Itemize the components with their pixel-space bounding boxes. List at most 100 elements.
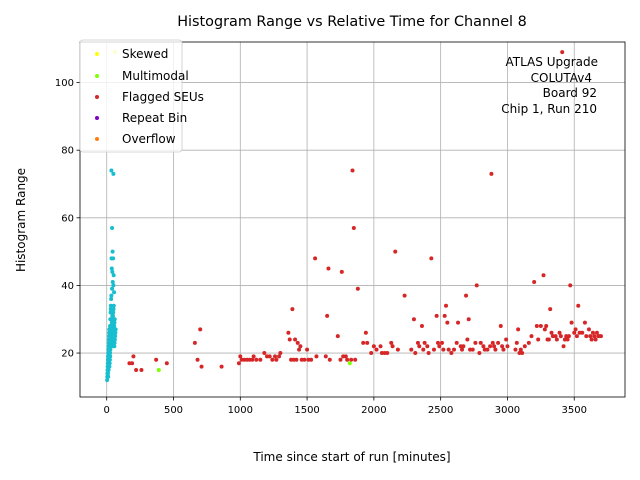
data-point-flagged-seus — [270, 357, 275, 362]
data-point-flagged-seus — [429, 256, 434, 261]
data-point-flagged-seus — [305, 347, 310, 352]
data-point-flagged-seus — [365, 340, 370, 345]
data-point-flagged-seus — [514, 340, 519, 345]
data-point-flagged-seus — [402, 293, 407, 298]
data-point-flagged-seus — [441, 347, 446, 352]
data-point-flagged-seus — [431, 347, 436, 352]
legend-label-multimodal: Multimodal — [122, 69, 189, 83]
data-point-flagged-seus — [500, 344, 505, 349]
data-point-flagged-seus — [385, 351, 390, 356]
data-point-flagged-seus — [526, 340, 531, 345]
data-point-normal — [108, 347, 113, 352]
data-point-normal — [110, 249, 115, 254]
data-point-flagged-seus — [199, 364, 204, 369]
data-point-flagged-seus — [355, 286, 360, 291]
data-point-flagged-seus — [493, 347, 498, 352]
data-point-normal — [112, 337, 117, 342]
data-point-flagged-seus — [437, 344, 442, 349]
data-point-flagged-seus — [594, 330, 599, 335]
data-point-flagged-seus — [561, 344, 566, 349]
data-point-flagged-seus — [465, 337, 470, 342]
data-point-multimodal — [156, 367, 161, 372]
data-point-flagged-seus — [238, 354, 243, 359]
legend-marker-skewed — [95, 52, 99, 56]
data-point-normal — [112, 344, 117, 349]
data-point-flagged-seus — [582, 320, 587, 325]
data-point-flagged-seus — [286, 330, 291, 335]
data-point-flagged-seus — [572, 330, 577, 335]
data-point-normal — [113, 327, 118, 332]
data-point-flagged-seus — [309, 357, 314, 362]
data-point-flagged-seus — [584, 334, 589, 339]
data-point-flagged-seus — [489, 171, 494, 176]
data-point-flagged-seus — [548, 307, 553, 312]
data-point-flagged-seus — [350, 168, 355, 173]
data-point-flagged-seus — [541, 273, 546, 278]
data-point-flagged-seus — [588, 334, 593, 339]
data-point-flagged-seus — [338, 357, 343, 362]
data-point-flagged-seus — [277, 354, 282, 359]
data-point-flagged-seus — [345, 357, 350, 362]
data-point-normal — [108, 351, 113, 356]
data-point-normal — [106, 367, 111, 372]
data-point-normal — [110, 280, 115, 285]
x-tick-label: 2500 — [428, 405, 453, 416]
data-point-flagged-seus — [393, 249, 398, 254]
data-point-normal — [111, 307, 116, 312]
data-point-flagged-seus — [560, 50, 565, 55]
data-point-flagged-seus — [417, 344, 422, 349]
data-point-normal — [109, 293, 114, 298]
annotation-line: Chip 1, Run 210 — [501, 102, 597, 116]
data-point-flagged-seus — [130, 361, 135, 366]
data-point-normal — [111, 256, 116, 261]
data-point-normal — [108, 307, 113, 312]
data-point-normal — [113, 330, 118, 335]
data-point-flagged-seus — [434, 313, 439, 318]
data-point-flagged-seus — [444, 303, 449, 308]
data-point-flagged-seus — [134, 367, 139, 372]
data-point-flagged-seus — [445, 320, 450, 325]
data-point-flagged-seus — [534, 324, 539, 328]
data-point-flagged-seus — [335, 334, 340, 339]
plot-area-frame — [79, 41, 626, 398]
data-point-flagged-seus — [339, 269, 344, 274]
data-point-flagged-seus — [351, 225, 356, 230]
data-point-normal — [110, 269, 115, 274]
data-point-flagged-seus — [532, 280, 537, 285]
data-point-flagged-seus — [598, 334, 603, 339]
legend-label-flagged-seus: Flagged SEUs — [122, 90, 204, 104]
x-tick-label: 1500 — [294, 405, 319, 416]
data-point-flagged-seus — [139, 367, 144, 372]
data-point-flagged-seus — [576, 303, 581, 308]
data-point-flagged-seus — [518, 347, 523, 352]
annotation-line: ATLAS Upgrade — [505, 55, 598, 69]
data-point-normal — [105, 378, 110, 383]
data-point-flagged-seus — [516, 327, 521, 332]
data-point-flagged-seus — [592, 334, 597, 339]
data-point-flagged-seus — [374, 347, 379, 352]
data-point-flagged-seus — [554, 337, 559, 342]
y-tick-label: 60 — [61, 213, 74, 224]
data-point-flagged-seus — [274, 357, 279, 362]
data-point-flagged-seus — [452, 347, 457, 352]
data-point-flagged-seus — [198, 327, 203, 332]
data-point-flagged-seus — [546, 337, 551, 342]
data-point-flagged-seus — [460, 347, 465, 352]
legend: Skewed Multimodal Flagged SEUs Repeat Bi… — [79, 39, 204, 153]
data-point-normal — [107, 364, 112, 369]
data-point-normal — [108, 324, 113, 328]
data-point-flagged-seus — [439, 340, 444, 345]
y-tick-label: 80 — [61, 146, 74, 157]
data-point-flagged-seus — [254, 357, 259, 362]
data-point-flagged-seus — [558, 334, 563, 339]
data-point-normal — [110, 286, 115, 291]
data-point-normal — [111, 171, 116, 176]
data-point-flagged-seus — [273, 354, 278, 359]
grid-lines — [80, 42, 625, 397]
data-point-flagged-seus — [478, 340, 483, 345]
legend-label-repeat-bin: Repeat Bin — [122, 111, 187, 125]
data-point-flagged-seus — [568, 283, 573, 288]
data-point-flagged-seus — [474, 283, 479, 288]
data-point-flagged-seus — [250, 357, 255, 362]
